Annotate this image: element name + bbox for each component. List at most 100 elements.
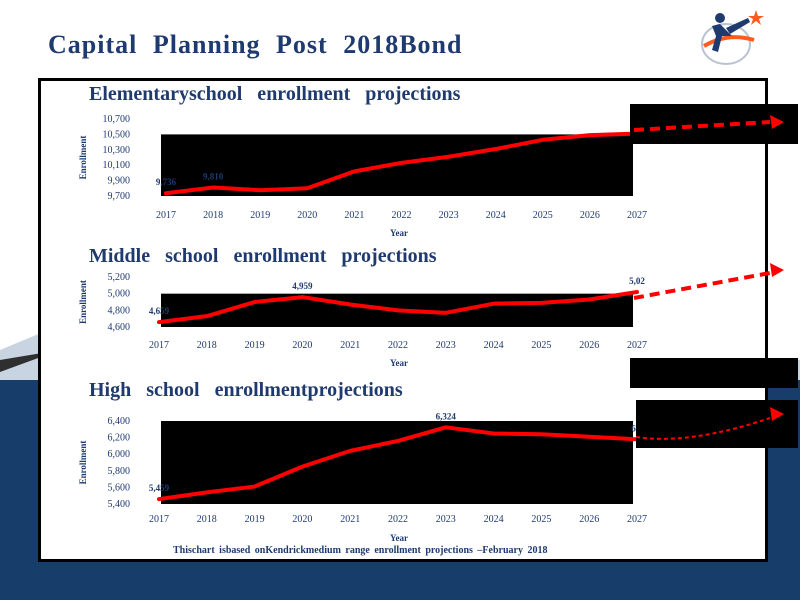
y-tick-label: 6,200 xyxy=(108,433,131,444)
x-axis-label: Year xyxy=(390,228,408,238)
x-tick-label: 2020 xyxy=(292,340,312,351)
data-point xyxy=(300,465,304,469)
x-axis-label: Year xyxy=(390,533,408,543)
x-tick-label: 2026 xyxy=(579,514,599,525)
data-point xyxy=(444,425,448,429)
data-point xyxy=(447,155,451,159)
data-point xyxy=(494,147,498,151)
x-axis-label: Year xyxy=(390,358,408,368)
person-globe-star-icon xyxy=(701,10,764,65)
data-label: 4,659 xyxy=(149,306,170,316)
x-tick-label: 2021 xyxy=(340,514,360,525)
y-tick-label: 4,800 xyxy=(108,305,131,316)
data-point xyxy=(258,188,262,192)
y-tick-label: 5,800 xyxy=(108,466,131,477)
y-tick-label: 4,600 xyxy=(108,322,131,333)
x-tick-label: 2024 xyxy=(484,514,504,525)
y-tick-label: 10,500 xyxy=(103,129,131,140)
x-tick-label: 2023 xyxy=(436,340,456,351)
x-tick-label: 2025 xyxy=(531,514,551,525)
data-label: 9,736 xyxy=(156,177,177,187)
data-point xyxy=(635,437,639,441)
x-tick-label: 2018 xyxy=(197,340,217,351)
data-point xyxy=(157,497,161,501)
y-tick-label: 5,600 xyxy=(108,482,131,493)
data-point xyxy=(492,431,496,435)
data-point xyxy=(205,490,209,494)
data-point xyxy=(253,300,257,304)
x-tick-label: 2017 xyxy=(149,340,169,351)
x-tick-label: 2022 xyxy=(388,514,408,525)
data-point xyxy=(348,449,352,453)
page-title: Capital Planning Post 2018Bond xyxy=(48,30,463,59)
y-tick-label: 6,400 xyxy=(108,416,131,427)
data-point xyxy=(635,132,639,136)
data-point xyxy=(352,169,356,173)
y-tick-label: 10,700 xyxy=(103,114,131,125)
data-point xyxy=(396,439,400,443)
x-tick-label: 2026 xyxy=(580,210,600,221)
data-point xyxy=(492,302,496,306)
y-axis-label: Enrollment xyxy=(78,136,88,180)
y-axis-label: Enrollment xyxy=(78,280,88,324)
data-point xyxy=(444,311,448,315)
charts-panel: Elementaryschool enrollment projections … xyxy=(38,78,768,562)
data-point xyxy=(541,138,545,142)
data-point xyxy=(205,314,209,318)
x-tick-label: 2019 xyxy=(250,210,270,221)
x-tick-label: 2027 xyxy=(627,340,647,351)
y-tick-label: 9,900 xyxy=(108,176,131,187)
data-point xyxy=(157,320,161,324)
data-point xyxy=(305,186,309,190)
data-label: 9,810 xyxy=(203,172,224,182)
data-point xyxy=(253,485,257,489)
data-point xyxy=(164,191,168,195)
x-tick-label: 2024 xyxy=(484,340,504,351)
y-axis-label: Enrollment xyxy=(78,441,88,485)
x-tick-label: 2019 xyxy=(245,340,265,351)
x-tick-label: 2020 xyxy=(297,210,317,221)
y-tick-label: 10,100 xyxy=(103,160,131,171)
chart-title-elementary: Elementaryschool enrollment projections xyxy=(89,83,461,105)
data-point xyxy=(539,432,543,436)
y-tick-label: 5,200 xyxy=(108,272,131,283)
data-label: 6,1 xyxy=(631,423,643,433)
x-tick-label: 2021 xyxy=(344,210,364,221)
data-point xyxy=(211,186,215,190)
data-label: 10,5 xyxy=(629,118,645,128)
y-tick-label: 10,300 xyxy=(103,145,131,156)
y-tick-label: 5,000 xyxy=(108,289,131,300)
data-point xyxy=(539,301,543,305)
x-tick-label: 2018 xyxy=(203,210,223,221)
enrollment-charts: 9,700 9,900 10,100 10,300 10,500 10,700 2017 20… xyxy=(78,114,647,543)
y-tick-label: 5,400 xyxy=(108,499,131,510)
data-label: 6,324 xyxy=(436,411,457,421)
data-label: 4,959 xyxy=(292,281,313,291)
data-point xyxy=(400,161,403,165)
y-tick-label: 9,700 xyxy=(108,191,131,202)
x-tick-label: 2026 xyxy=(579,340,599,351)
x-tick-label: 2027 xyxy=(627,514,647,525)
data-point xyxy=(587,435,591,439)
source-note: Thischart isbased onKendrickmedium range… xyxy=(173,545,548,556)
x-tick-label: 2021 xyxy=(340,340,360,351)
data-point xyxy=(635,290,639,294)
x-tick-label: 2025 xyxy=(533,210,553,221)
y-tick-label: 6,000 xyxy=(108,449,131,460)
data-point xyxy=(300,295,304,299)
x-tick-label: 2022 xyxy=(392,210,412,221)
data-point xyxy=(348,303,352,306)
data-point xyxy=(588,133,592,137)
x-tick-label: 2019 xyxy=(245,514,265,525)
data-label: 5,459 xyxy=(149,483,170,493)
x-tick-label: 2017 xyxy=(149,514,169,525)
x-tick-label: 2017 xyxy=(156,210,176,221)
x-tick-label: 2024 xyxy=(486,210,506,221)
x-tick-label: 2020 xyxy=(292,514,312,525)
data-label: 5,02 xyxy=(629,276,645,286)
x-tick-label: 2018 xyxy=(197,514,217,525)
x-tick-label: 2023 xyxy=(436,514,456,525)
x-tick-label: 2022 xyxy=(388,340,408,351)
chart-title-high: High school enrollmentprojections xyxy=(89,379,403,401)
chart-title-middle: Middle school enrollment projections xyxy=(89,245,437,267)
